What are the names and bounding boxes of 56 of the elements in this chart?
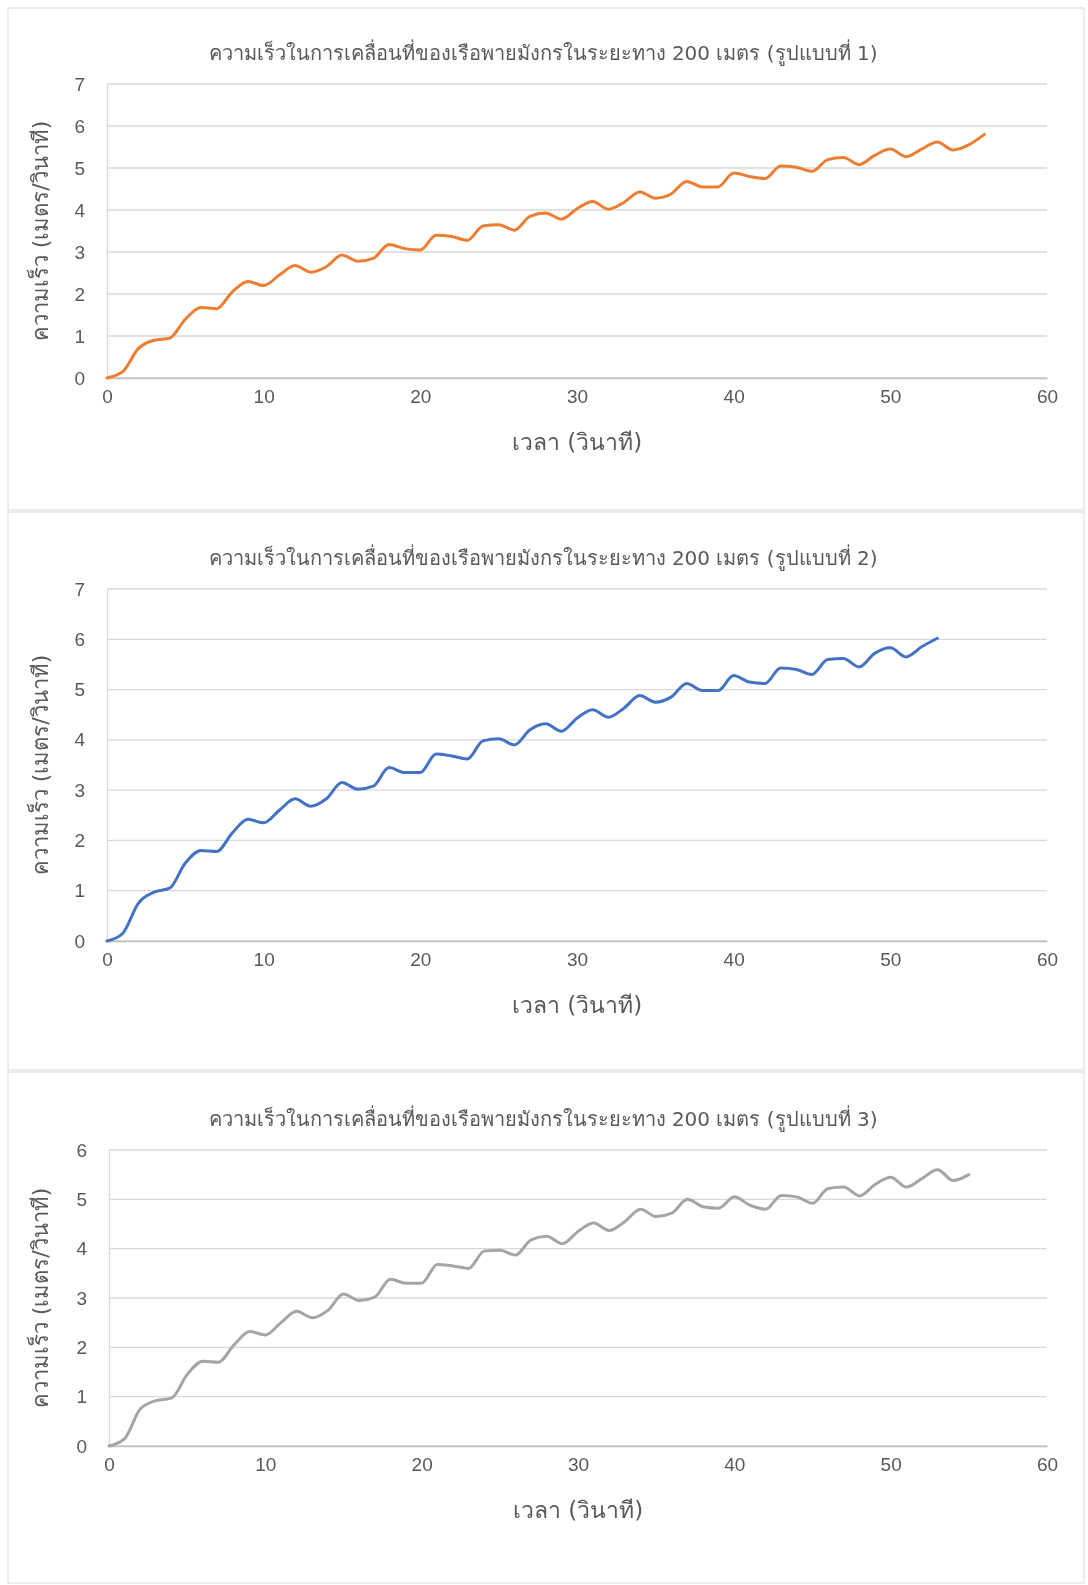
y-tick-label: 2 [74, 830, 85, 852]
x-tick-label: 40 [723, 949, 745, 971]
y-tick-label: 1 [74, 880, 85, 902]
x-axis-title: เวลา (วินาที) [511, 992, 643, 1018]
y-tick-label: 6 [76, 1139, 87, 1161]
x-tick-label: 60 [1036, 949, 1059, 971]
chart-title: ความเร็วในการเคลื่อนที่ของเรือพายมังกรในระยะทาง 200 เมตร (รูปแบบที่ 3) [208, 1105, 878, 1132]
x-tick-label: 60 [1036, 1454, 1059, 1476]
y-tick-label: 5 [74, 157, 85, 179]
y-tick-label: 5 [74, 679, 85, 701]
chart-title: ความเร็วในการเคลื่อนที่ของเรือพายมังกรในระยะทาง 200 เมตร (รูปแบบที่ 2) [208, 544, 878, 571]
x-tick-label: 50 [880, 949, 902, 971]
y-tick-label: 2 [76, 1336, 87, 1358]
y-tick-label: 3 [74, 241, 85, 263]
x-tick-label: 50 [880, 1454, 902, 1476]
x-tick-label: 0 [104, 1454, 115, 1476]
y-tick-label: 4 [76, 1238, 88, 1260]
y-tick-label: 3 [76, 1287, 87, 1309]
x-tick-label: 30 [567, 1454, 590, 1476]
y-tick-label: 1 [76, 1386, 87, 1408]
y-tick-label: 3 [74, 779, 85, 801]
x-axis-title: เวลา (วินาที) [511, 429, 643, 455]
x-tick-label: 30 [566, 949, 589, 971]
y-tick-label: 2 [74, 283, 85, 305]
x-axis-title: เวลา (วินาที) [512, 1497, 644, 1523]
x-tick-label: 60 [1036, 386, 1059, 408]
y-axis-title: ความเร็ว (เมตร/วินาที) [26, 654, 53, 876]
x-tick-label: 0 [102, 386, 113, 408]
x-tick-label: 0 [102, 949, 113, 971]
x-tick-label: 40 [724, 1454, 746, 1476]
y-tick-label: 0 [76, 1435, 87, 1457]
line-series [105, 132, 986, 380]
y-tick-label: 6 [74, 628, 85, 650]
x-tick-label: 30 [566, 386, 589, 408]
x-tick-label: 10 [253, 949, 275, 971]
chart-title: ความเร็วในการเคลื่อนที่ของเรือพายมังกรในระยะทาง 200 เมตร (รูปแบบที่ 1) [208, 39, 878, 66]
x-tick-label: 20 [411, 1454, 433, 1476]
x-tick-label: 50 [880, 386, 902, 408]
y-axis-title: ความเร็ว (เมตร/วินาที) [26, 1187, 53, 1409]
line-series [105, 636, 939, 943]
x-tick-label: 10 [255, 1454, 277, 1476]
line-series [107, 1168, 971, 1448]
x-tick-label: 20 [410, 949, 432, 971]
y-tick-label: 4 [74, 729, 86, 751]
x-tick-label: 10 [253, 386, 275, 408]
y-tick-label: 1 [74, 325, 85, 347]
y-tick-label: 0 [74, 930, 85, 952]
y-tick-label: 7 [74, 73, 85, 95]
y-tick-label: 0 [74, 367, 85, 389]
y-tick-label: 6 [74, 115, 85, 137]
y-axis-title: ความเร็ว (เมตร/วินาที) [26, 120, 53, 342]
x-tick-label: 20 [410, 386, 432, 408]
y-tick-label: 7 [74, 578, 85, 600]
y-tick-label: 4 [74, 199, 86, 221]
x-tick-label: 40 [723, 386, 745, 408]
y-tick-label: 5 [76, 1188, 87, 1210]
